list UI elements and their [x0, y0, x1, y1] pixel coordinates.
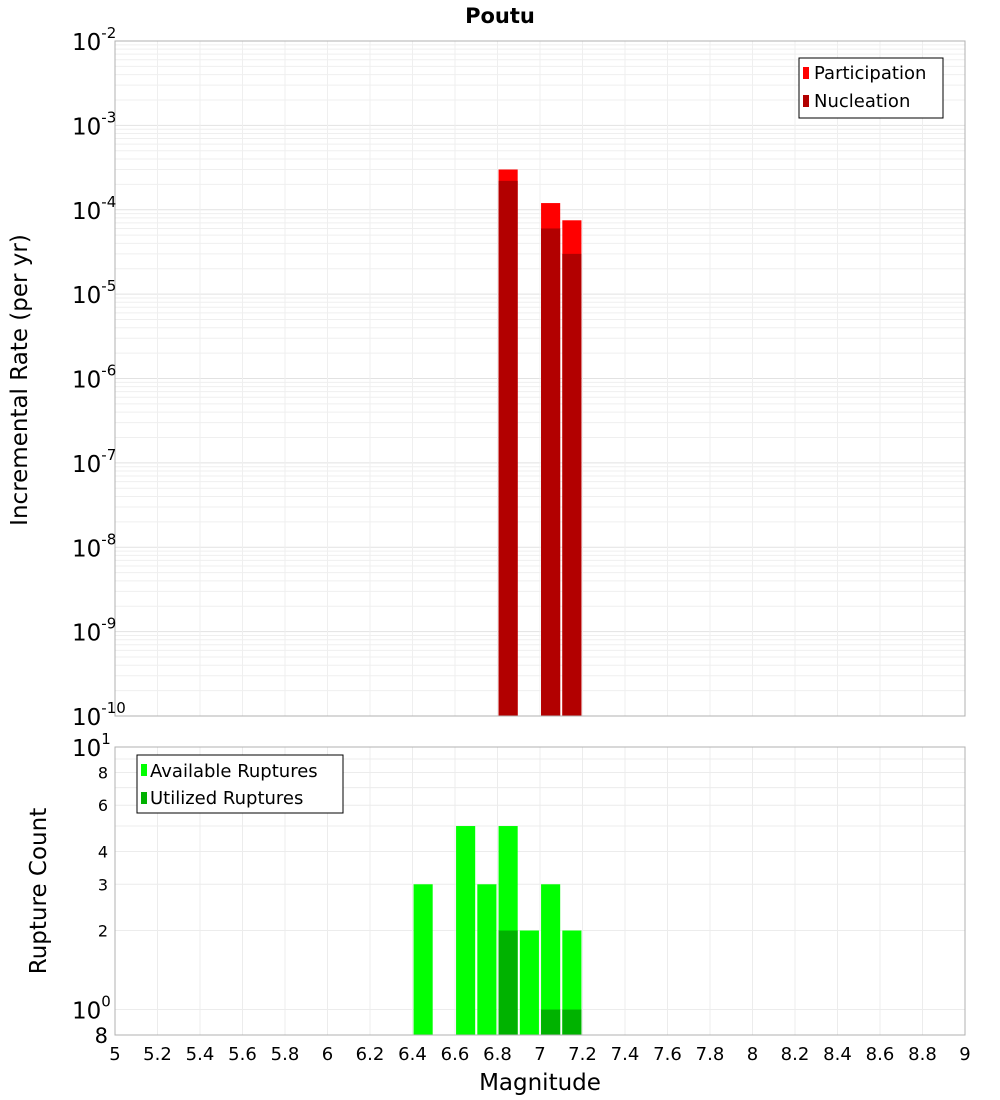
rate-legend-box	[798, 57, 944, 119]
magnitude-x-tick-label: 6.4	[398, 1044, 427, 1065]
count-y-bottom-tick-label: 8	[95, 1024, 108, 1048]
count-y-tick-label: 2	[98, 922, 108, 941]
count-legend: Available Ruptures Utilized Ruptures	[136, 754, 344, 814]
rate-y-axis-label: Incremental Rate (per yr)	[7, 234, 33, 526]
magnitude-x-tick-label: 6.2	[356, 1044, 385, 1065]
count-legend-box	[136, 754, 344, 814]
magnitude-x-tick-label: 8.6	[866, 1044, 895, 1065]
magnitude-x-tick-label: 6.6	[441, 1044, 470, 1065]
rate-grid	[114, 41, 966, 717]
magnitude-x-tick-label: 8	[747, 1044, 758, 1065]
nucleation-bar	[541, 228, 561, 716]
available-legend-label: Available Ruptures	[150, 761, 318, 782]
nucleation-legend-label: Nucleation	[814, 91, 910, 112]
rate-y-tick-label: 10-3	[72, 108, 116, 140]
utilized-ruptures-bar	[498, 930, 518, 1035]
rate-y-tick-label: 10-10	[72, 699, 126, 731]
rate-y-tick-label: 10-7	[72, 446, 116, 478]
utilized-swatch	[141, 792, 147, 804]
magnitude-x-tick-label: 5	[109, 1044, 120, 1065]
available-ruptures-bar	[562, 930, 582, 1035]
count-y-axis-label: Rupture Count	[26, 808, 52, 974]
utilized-ruptures-bar	[562, 1009, 582, 1035]
nucleation-bar	[562, 253, 582, 716]
count-plot-border	[114, 746, 966, 1036]
available-ruptures-bar	[541, 884, 561, 1035]
rate-y-tick-label: 10-5	[72, 277, 116, 309]
magnitude-x-tick-label: 5.2	[143, 1044, 172, 1065]
rate-bars	[498, 169, 582, 717]
available-ruptures-bar	[519, 930, 539, 1035]
available-swatch	[141, 764, 147, 776]
magnitude-x-tick-label: 8.2	[781, 1044, 810, 1065]
available-ruptures-bar	[477, 884, 497, 1035]
count-bars	[413, 826, 582, 1035]
magnitude-x-tick-label: 6.8	[483, 1044, 512, 1065]
magnitude-x-tick-label: 9	[959, 1044, 970, 1065]
magnitude-x-tick-label: 6	[322, 1044, 333, 1065]
utilized-legend-label: Utilized Ruptures	[150, 788, 303, 809]
rate-y-tick-label: 10-6	[72, 362, 116, 394]
x-axis-label: Magnitude	[479, 1070, 601, 1096]
magnitude-x-tick-label: 8.8	[908, 1044, 937, 1065]
magnitude-x-tick-label: 7	[534, 1044, 545, 1065]
nucleation-bar	[498, 180, 518, 716]
magnitude-x-tick-label: 5.6	[228, 1044, 257, 1065]
magnitude-x-tick-label: 7.4	[611, 1044, 640, 1065]
participation-swatch	[803, 67, 809, 79]
rate-panel: 10-2 10-3 10-4 10-5 10-6 10-7 10-8 10-9 10-10 In…	[7, 24, 966, 731]
magnitude-x-tick-label: 7.8	[696, 1044, 725, 1065]
chart-title: Poutu	[465, 4, 535, 28]
count-y-tick-label: 4	[98, 842, 108, 861]
magnitude-x-tick-label: 5.4	[186, 1044, 215, 1065]
magnitude-x-tick-label: 5.8	[271, 1044, 300, 1065]
available-ruptures-bar	[456, 826, 476, 1035]
rate-y-tick-label: 10-4	[72, 193, 116, 225]
available-ruptures-bar	[413, 884, 433, 1035]
magnitude-x-tick-label: 7.6	[653, 1044, 682, 1065]
rate-plot-border	[114, 40, 966, 717]
rate-y-tick-label: 10-9	[72, 615, 116, 647]
rate-y-tick-label: 10-8	[72, 530, 116, 562]
magnitude-x-ticks: 5 5.2 5.4 5.6 5.8 6 6.2 6.4 6.6 6.8 7 7.2 7.4 7.6 7.8 8…	[109, 1044, 970, 1065]
count-y-tick-label: 8	[98, 763, 108, 782]
count-y-major-tick-label: 101	[72, 730, 111, 762]
rate-legend: Participation Nucleation	[798, 57, 944, 119]
utilized-ruptures-bar	[541, 1009, 561, 1035]
nucleation-swatch	[803, 95, 809, 107]
participation-legend-label: Participation	[814, 63, 926, 84]
count-y-tick-label: 3	[98, 875, 108, 894]
count-y-major-tick-label: 100	[72, 993, 111, 1025]
magnitude-x-tick-label: 7.2	[568, 1044, 597, 1065]
rate-y-tick-label: 10-2	[72, 24, 116, 56]
magnitude-x-tick-label: 8.4	[823, 1044, 852, 1065]
count-y-tick-label: 6	[98, 796, 108, 815]
rate-y-ticks: 10-2 10-3 10-4 10-5 10-6 10-7 10-8 10-9 10-10	[72, 24, 126, 731]
